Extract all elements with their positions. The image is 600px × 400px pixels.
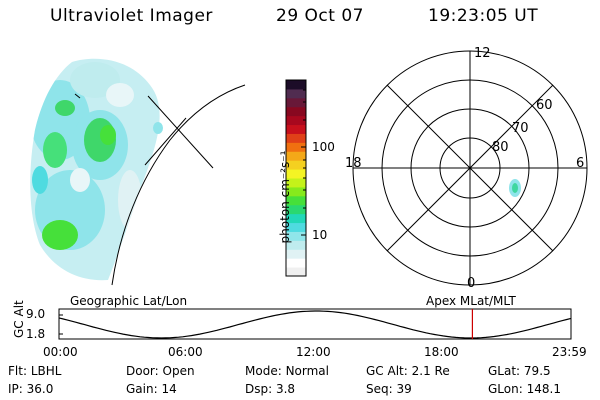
meridian-line-2 [144, 117, 187, 166]
xtick-0600: 06:00 [168, 345, 203, 359]
colorbar-segment [286, 97, 306, 108]
colorbar-segment [286, 115, 306, 126]
xtick-2359: 23:59 [552, 345, 587, 359]
colorbar-segment [286, 240, 306, 250]
timeline-left-title: Geographic Lat/Lon [70, 294, 188, 308]
xtick-1800: 18:00 [424, 345, 459, 359]
colorbar-segment [286, 249, 306, 259]
info-door: Door: Open [126, 364, 195, 378]
grid-tick [74, 93, 81, 99]
colorbar-segment [286, 169, 306, 179]
auroral-emission-region [30, 58, 160, 281]
ytick-9: 9.0 [26, 307, 46, 321]
colorbar-segment [286, 267, 306, 277]
orbit-altitude-curve [58, 310, 572, 339]
xtick-0000: 00:00 [43, 345, 78, 359]
colorbar-segment [286, 258, 306, 268]
info-seq: Seq: 39 [366, 382, 412, 396]
colorbar-segment [286, 80, 306, 90]
date-label: 29 Oct 07 [276, 6, 364, 26]
timeline-right-title: Apex MLat/MLT [426, 294, 516, 308]
colorbar-segment [286, 88, 306, 99]
info-ip: IP: 36.0 [8, 382, 54, 396]
info-gc-alt: GC Alt: 2.1 Re [366, 364, 450, 378]
colorbar-segment [286, 222, 306, 232]
info-dsp: Dsp: 3.8 [245, 382, 296, 396]
colorbar-tick-10: 10 [312, 228, 328, 242]
ytick-1-8: 1.8 [26, 327, 46, 341]
info-mode: Mode: Normal [245, 364, 329, 378]
colorbar-segment [286, 195, 306, 206]
info-flt: Flt: LBHL [8, 364, 62, 378]
lat-label-70: 70 [512, 121, 529, 136]
colorbar-segment [286, 151, 306, 161]
xtick-1200: 12:00 [296, 345, 331, 359]
lat-label-60: 60 [536, 98, 553, 113]
colorbar-segment [286, 124, 306, 134]
instrument-title: Ultraviolet Imager [50, 6, 213, 26]
colorbar [286, 80, 306, 277]
colorbar-segment [286, 106, 306, 117]
mlt-label-6: 6 [576, 156, 585, 171]
mlt-label-18: 18 [345, 156, 362, 171]
colorbar-segment [286, 186, 306, 197]
time-label: 19:23:05 UT [428, 6, 539, 26]
colorbar-segment [286, 213, 306, 224]
latitude-line [111, 84, 246, 286]
timeline-ylabel: GC Alt [12, 300, 26, 338]
lat-label-80: 80 [492, 140, 509, 155]
colorbar-segment [286, 133, 306, 143]
colorbar-tick-100: 100 [312, 140, 335, 154]
polar-emission-core [512, 183, 518, 193]
colorbar-segment [286, 160, 306, 170]
info-glon: GLon: 148.1 [488, 382, 561, 396]
polar-diagonal-2 [386, 84, 554, 252]
mlt-label-0: 0 [467, 276, 476, 291]
info-gain: Gain: 14 [126, 382, 177, 396]
info-glat: GLat: 79.5 [488, 364, 551, 378]
colorbar-segment [286, 204, 306, 215]
colorbar-segment [286, 231, 306, 241]
emission-spot [153, 122, 163, 134]
meridian-line [147, 95, 214, 169]
colorbar-segment [286, 178, 306, 188]
colorbar-segment [286, 142, 306, 152]
mlt-label-12: 12 [474, 46, 491, 61]
timeline-frame [58, 308, 572, 340]
